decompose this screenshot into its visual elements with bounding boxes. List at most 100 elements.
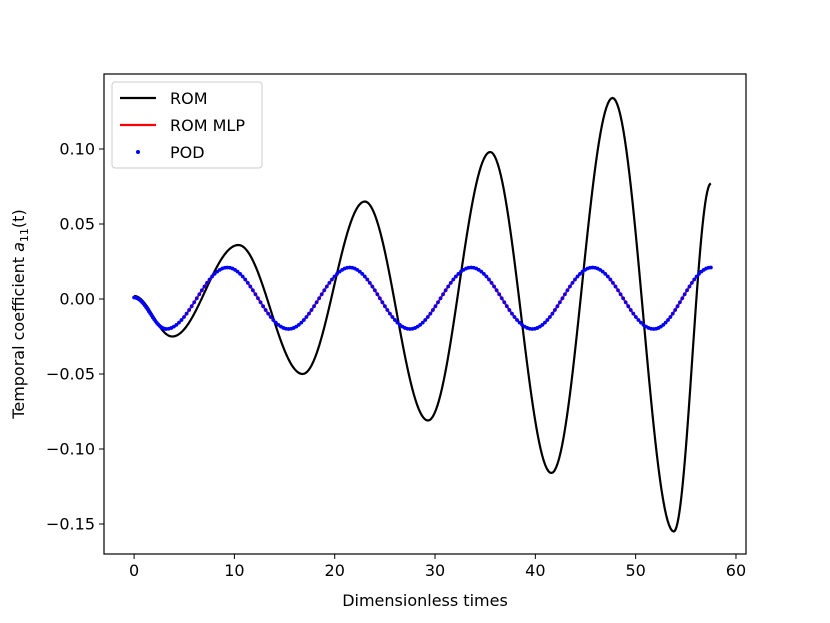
data-point	[436, 300, 440, 305]
ticks-layer: 0 10 20 30 40 50 60 −0.15 −0.10 −0.05 0.00 0.05 0.10	[46, 140, 746, 581]
data-point	[578, 271, 582, 276]
data-point	[565, 288, 570, 293]
data-point	[628, 308, 633, 312]
data-point	[563, 292, 567, 297]
data-point	[515, 318, 519, 322]
data-point	[385, 308, 390, 312]
data-point	[456, 271, 461, 276]
data-point	[692, 277, 697, 282]
data-point	[296, 322, 301, 327]
data-point	[507, 308, 512, 312]
data-point	[512, 315, 517, 319]
y-tick-label: 0.00	[59, 290, 95, 309]
data-point	[446, 284, 451, 289]
legend-box	[111, 81, 263, 169]
data-point	[202, 284, 207, 289]
data-point	[372, 288, 377, 293]
data-point	[575, 274, 580, 279]
data-point	[301, 318, 306, 322]
data-point	[263, 308, 268, 312]
data-point	[694, 274, 699, 279]
data-point	[199, 288, 204, 293]
y-tick-label: −0.15	[46, 515, 95, 534]
data-point	[540, 322, 545, 327]
data-point	[451, 277, 456, 282]
data-point	[324, 284, 329, 289]
data-point	[517, 320, 522, 325]
x-tick-label: 50	[625, 561, 645, 580]
data-point	[431, 308, 435, 312]
x-tick-label: 20	[325, 561, 345, 580]
data-point	[621, 296, 626, 301]
data-point	[420, 320, 425, 325]
data-point	[441, 292, 445, 297]
data-point	[497, 292, 502, 297]
data-point	[673, 308, 678, 312]
data-point	[390, 315, 395, 319]
data-point	[299, 320, 304, 325]
data-point	[504, 304, 509, 309]
data-point	[545, 318, 550, 322]
data-point	[330, 277, 334, 282]
data-point	[245, 280, 250, 285]
data-point	[510, 311, 514, 316]
data-point	[600, 269, 605, 274]
data-point	[678, 300, 682, 305]
legend-rom-label: ROM	[170, 89, 208, 108]
data-point	[448, 280, 453, 285]
data-point	[268, 315, 273, 319]
data-point	[633, 315, 638, 319]
series-line-rom	[134, 96, 712, 533]
data-point	[502, 300, 507, 305]
data-point	[362, 274, 367, 279]
data-point	[335, 271, 339, 276]
data-point	[322, 288, 327, 293]
data-point	[479, 269, 484, 274]
data-point	[550, 311, 555, 316]
data-point	[663, 320, 668, 325]
data-point	[611, 280, 615, 285]
data-point	[487, 277, 491, 282]
data-point	[675, 304, 680, 309]
data-point	[365, 277, 370, 282]
data-point	[240, 274, 245, 279]
data-point	[670, 311, 675, 316]
data-point	[418, 322, 423, 327]
data-point	[668, 315, 673, 319]
data-point	[395, 320, 400, 325]
data-point	[661, 322, 666, 327]
data-point	[603, 271, 608, 276]
y-tick-label: 0.10	[59, 140, 95, 159]
data-point	[177, 320, 181, 325]
data-point	[631, 311, 636, 316]
data-point	[238, 271, 243, 276]
data-point	[568, 284, 572, 289]
data-point	[489, 280, 494, 285]
data-point	[307, 311, 311, 316]
data-point	[319, 292, 324, 297]
data-point	[312, 304, 316, 309]
data-point	[608, 277, 613, 282]
data-point	[689, 280, 694, 285]
data-point	[179, 318, 184, 322]
data-point	[189, 304, 194, 309]
data-point	[685, 288, 689, 293]
data-point	[184, 311, 189, 316]
data-point	[494, 288, 499, 293]
y-axis-label: Temporal coefficient a11(t)	[9, 209, 31, 419]
data-point	[393, 318, 397, 322]
data-point	[687, 284, 692, 289]
data-point	[555, 304, 560, 309]
data-point	[332, 274, 337, 279]
legend-rom-mlp-label: ROM MLP	[170, 116, 245, 135]
data-point	[194, 296, 199, 301]
data-point	[484, 274, 489, 279]
data-point	[367, 280, 372, 285]
data-point	[636, 318, 641, 322]
data-point	[207, 277, 212, 282]
x-tick-label: 0	[129, 561, 139, 580]
data-point	[261, 304, 265, 309]
data-point	[314, 300, 319, 305]
data-point	[547, 315, 552, 319]
